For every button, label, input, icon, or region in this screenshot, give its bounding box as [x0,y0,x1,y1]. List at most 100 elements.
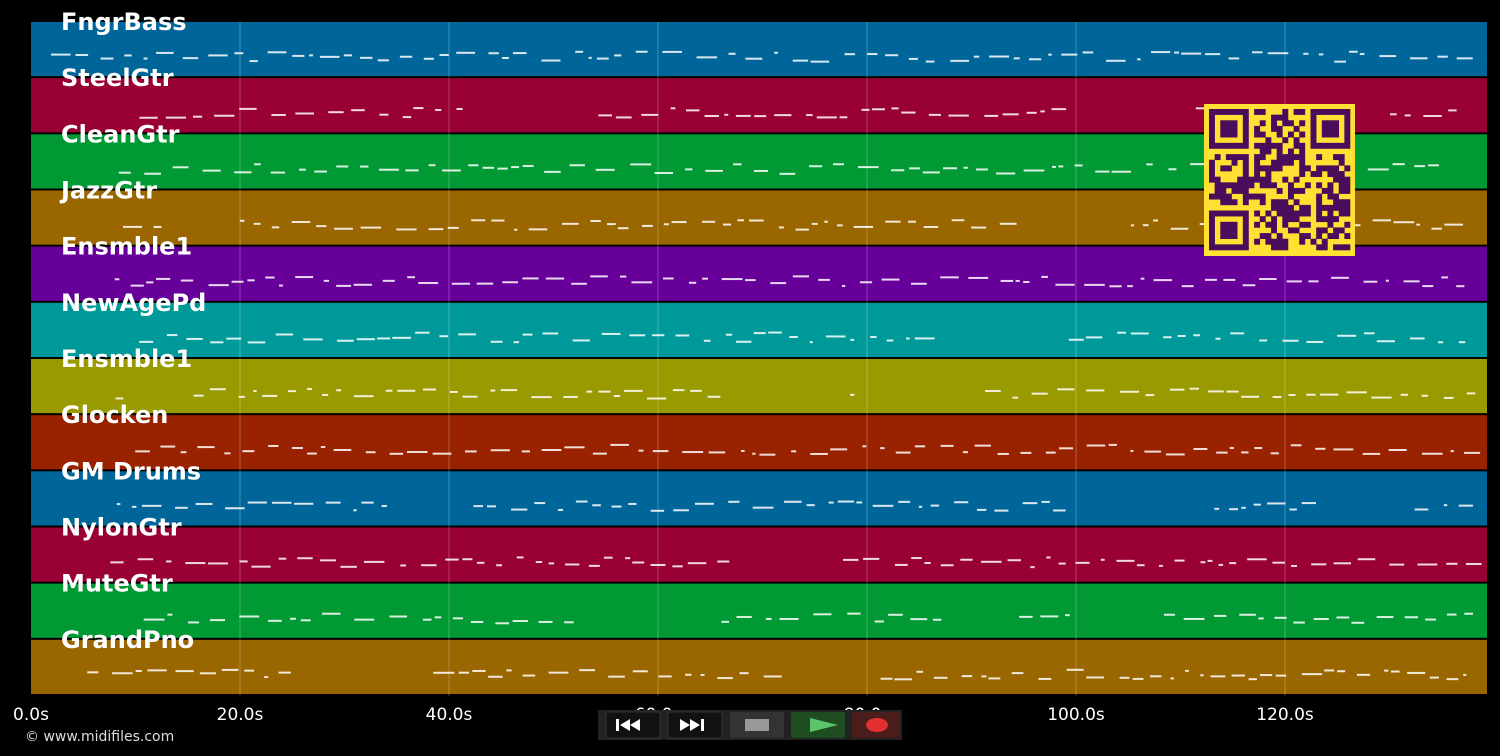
note [837,500,855,503]
note [1144,450,1161,453]
note [813,613,832,616]
note [703,339,711,342]
note [997,452,1009,455]
note [850,338,855,341]
note [588,56,592,59]
note [116,503,121,506]
note [741,449,745,452]
record-button[interactable] [852,712,900,738]
qr-module [1310,171,1317,177]
note [1306,340,1324,343]
qr-module [1333,131,1340,138]
qr-module [1259,154,1266,161]
note [135,670,142,673]
qr-module [1231,210,1238,217]
note [901,111,916,114]
note [1058,562,1066,565]
note [825,335,846,338]
note [1153,219,1159,222]
qr-module [1271,142,1277,149]
qr-module [1276,125,1283,132]
note [1100,558,1105,561]
qr-module [1333,193,1340,200]
note [1177,334,1186,337]
qr-module [1242,154,1249,161]
note [632,670,648,673]
note [112,672,133,675]
note [752,506,774,509]
note [139,116,158,119]
note [226,337,242,340]
note [399,55,413,58]
note [721,278,743,281]
note [894,678,913,681]
rewind-button[interactable] [605,711,661,739]
note [365,451,376,454]
track-label: CleanGtr [61,120,180,148]
note [885,54,899,57]
note [951,219,965,222]
note [1303,52,1309,55]
stop-button[interactable] [730,712,784,738]
note [870,336,877,339]
qr-module [1225,233,1232,240]
note [1286,280,1302,283]
qr-module [1333,154,1340,161]
note [491,219,505,222]
note [1351,621,1365,624]
note [686,109,700,112]
forward-button[interactable] [667,711,723,739]
note [1002,113,1019,116]
note [1041,275,1048,278]
track-label: SteelGtr [61,64,174,92]
qr-module [1299,171,1306,177]
note [557,508,564,511]
track-label: JazzGtr [59,177,157,205]
qr-module [1327,233,1334,240]
qr-module [1209,176,1215,183]
note [512,619,528,622]
note [908,220,917,223]
qr-module [1327,193,1334,200]
note [1376,340,1396,343]
note [130,284,144,287]
note [933,676,948,679]
note [1239,613,1256,616]
qr-module [1344,142,1351,149]
qr-module [1265,221,1272,228]
note [702,220,716,223]
note [1362,452,1381,455]
qr-module [1344,244,1351,251]
note [319,55,340,58]
note [522,277,539,280]
note [792,59,809,62]
qr-module [1310,131,1317,138]
note [377,337,391,340]
note [1448,109,1457,112]
note [647,397,667,400]
track-label: NylonGtr [61,514,182,542]
note [1349,50,1358,53]
qr-module [1304,204,1311,211]
note [511,166,520,169]
note [1040,615,1059,618]
play-button[interactable] [791,712,845,738]
note [1324,669,1335,672]
note [320,446,326,449]
note [662,50,683,53]
note [1040,110,1045,113]
note [608,675,625,678]
qr-module [1344,199,1351,206]
note [144,172,161,175]
note [314,170,327,173]
note [629,334,646,337]
note [497,167,508,170]
note [432,452,452,455]
track-band [31,302,1487,357]
qr-module [1333,142,1340,149]
qr-module [1338,159,1345,166]
note [601,332,621,335]
qr-module [1242,142,1249,149]
qr-module [1333,165,1340,172]
qr-module [1338,142,1345,149]
